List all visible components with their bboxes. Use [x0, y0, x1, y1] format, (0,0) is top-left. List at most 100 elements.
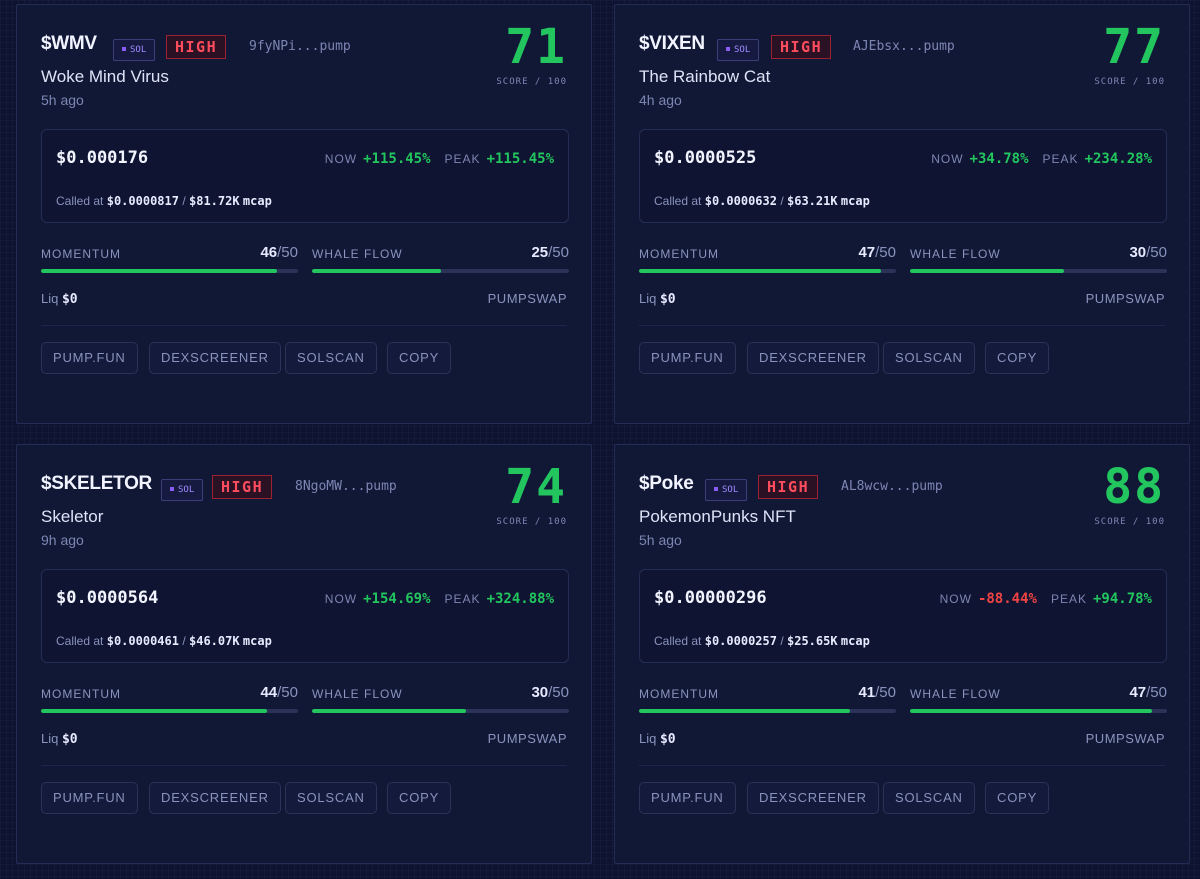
price-changes: NOW -88.44% PEAK +94.78% — [940, 590, 1152, 607]
liquidity: Liq $0 — [41, 291, 78, 307]
liquidity-value: $0 — [659, 292, 676, 307]
contract-address[interactable]: AJEbsx...pump — [853, 39, 955, 54]
momentum-label: MOMENTUM — [41, 247, 121, 261]
chain-label: SOL — [130, 45, 147, 55]
called-separator: / — [780, 634, 784, 648]
solscan-button[interactable]: SOLSCAN — [883, 342, 975, 374]
token-name: PokemonPunks NFT — [639, 507, 796, 526]
peak-label: PEAK — [444, 152, 481, 166]
whale-flow-label: WHALE FLOW — [910, 247, 1001, 261]
momentum-bar-fill — [639, 269, 881, 273]
pumpfun-button[interactable]: PUMP.FUN — [41, 782, 138, 814]
token-name: Skeletor — [41, 507, 104, 526]
called-mcap: $81.72K — [189, 194, 240, 208]
call-age: 5h ago — [639, 532, 682, 548]
current-price: $0.000176 — [56, 148, 149, 168]
risk-badge: HIGH — [166, 35, 227, 59]
call-age: 4h ago — [639, 92, 682, 108]
token-ticker: $WMV — [41, 33, 97, 54]
mcap-label: mcap — [242, 194, 272, 208]
contract-address[interactable]: AL8wcw...pump — [841, 479, 943, 494]
token-name: The Rainbow Cat — [639, 67, 771, 86]
contract-address[interactable]: 9fyNPi...pump — [249, 39, 351, 54]
pumpfun-button[interactable]: PUMP.FUN — [639, 782, 736, 814]
pumpfun-button[interactable]: PUMP.FUN — [41, 342, 138, 374]
momentum-value: 46/50 — [260, 244, 298, 261]
token-card: $VIXEN SOL HIGH AJEbsx...pump The Rainbo… — [614, 4, 1190, 424]
momentum-bar — [41, 709, 298, 713]
chain-icon — [170, 487, 174, 491]
divider — [639, 765, 1165, 766]
token-ticker: $Poke — [639, 473, 694, 494]
called-label: Called at — [56, 194, 104, 208]
momentum-bar-fill — [639, 709, 850, 713]
dexscreener-button[interactable]: DEXSCREENER — [747, 342, 879, 374]
momentum-value: 41/50 — [858, 684, 896, 701]
copy-button[interactable]: COPY — [985, 782, 1050, 814]
now-change: +115.45% — [363, 151, 431, 167]
now-label: NOW — [939, 592, 972, 606]
now-change: -88.44% — [977, 591, 1037, 607]
whale-flow-value: 25/50 — [531, 244, 569, 261]
momentum-label: MOMENTUM — [639, 687, 719, 701]
now-change: +34.78% — [969, 151, 1029, 167]
contract-address[interactable]: 8NgoMW...pump — [295, 479, 397, 494]
momentum-bar — [639, 709, 896, 713]
solscan-button[interactable]: SOLSCAN — [285, 342, 377, 374]
risk-badge: HIGH — [212, 475, 273, 499]
whale-flow-value: 30/50 — [531, 684, 569, 701]
score-label: SCORE / 100 — [496, 77, 567, 87]
chain-label: SOL — [734, 45, 751, 55]
momentum-label: MOMENTUM — [639, 247, 719, 261]
called-mcap: $63.21K — [787, 194, 838, 208]
call-age: 9h ago — [41, 532, 84, 548]
momentum-value: 47/50 — [858, 244, 896, 261]
copy-button[interactable]: COPY — [387, 782, 452, 814]
dexscreener-button[interactable]: DEXSCREENER — [149, 342, 281, 374]
pumpfun-button[interactable]: PUMP.FUN — [639, 342, 736, 374]
liquidity-label: Liq — [41, 291, 59, 306]
dexscreener-button[interactable]: DEXSCREENER — [747, 782, 879, 814]
called-mcap: $46.07K — [189, 634, 240, 648]
called-info: Called at $0.0000817 / $81.72K mcap — [56, 194, 272, 208]
called-info: Called at $0.0000257 / $25.65K mcap — [654, 634, 870, 648]
called-separator: / — [780, 194, 784, 208]
venue-label: PUMPSWAP — [1085, 291, 1165, 306]
whale-flow-bar — [910, 709, 1167, 713]
momentum-value: 44/50 — [260, 684, 298, 701]
called-price: $0.0000817 — [106, 194, 179, 208]
liquidity-label: Liq — [639, 291, 657, 306]
risk-badge: HIGH — [758, 475, 819, 499]
whale-flow-value: 30/50 — [1129, 244, 1167, 261]
solscan-button[interactable]: SOLSCAN — [285, 782, 377, 814]
peak-change: +234.28% — [1084, 151, 1152, 167]
solscan-button[interactable]: SOLSCAN — [883, 782, 975, 814]
chain-label: SOL — [178, 485, 195, 495]
peak-change: +94.78% — [1092, 591, 1152, 607]
divider — [41, 325, 567, 326]
momentum-bar — [41, 269, 298, 273]
whale-flow-bar-fill — [910, 709, 1152, 713]
token-name: Woke Mind Virus — [41, 67, 169, 86]
momentum-bar-fill — [41, 269, 278, 273]
whale-flow-bar — [312, 269, 569, 273]
divider — [41, 765, 567, 766]
now-label: NOW — [931, 152, 964, 166]
chain-badge: SOL — [113, 39, 156, 61]
score-value: 88 — [1103, 459, 1165, 515]
price-changes: NOW +34.78% PEAK +234.28% — [931, 150, 1152, 167]
token-card: $Poke SOL HIGH AL8wcw...pump PokemonPunk… — [614, 444, 1190, 864]
score-value: 74 — [505, 459, 567, 515]
liquidity-value: $0 — [61, 292, 78, 307]
score-value: 71 — [505, 19, 567, 75]
token-ticker: $SKELETOR — [41, 473, 152, 494]
momentum-label: MOMENTUM — [41, 687, 121, 701]
dexscreener-button[interactable]: DEXSCREENER — [149, 782, 281, 814]
liquidity-label: Liq — [41, 731, 59, 746]
price-changes: NOW +115.45% PEAK +115.45% — [325, 150, 554, 167]
copy-button[interactable]: COPY — [985, 342, 1050, 374]
copy-button[interactable]: COPY — [387, 342, 452, 374]
now-label: NOW — [324, 592, 358, 606]
peak-label: PEAK — [444, 592, 481, 606]
whale-flow-bar-fill — [312, 709, 467, 713]
